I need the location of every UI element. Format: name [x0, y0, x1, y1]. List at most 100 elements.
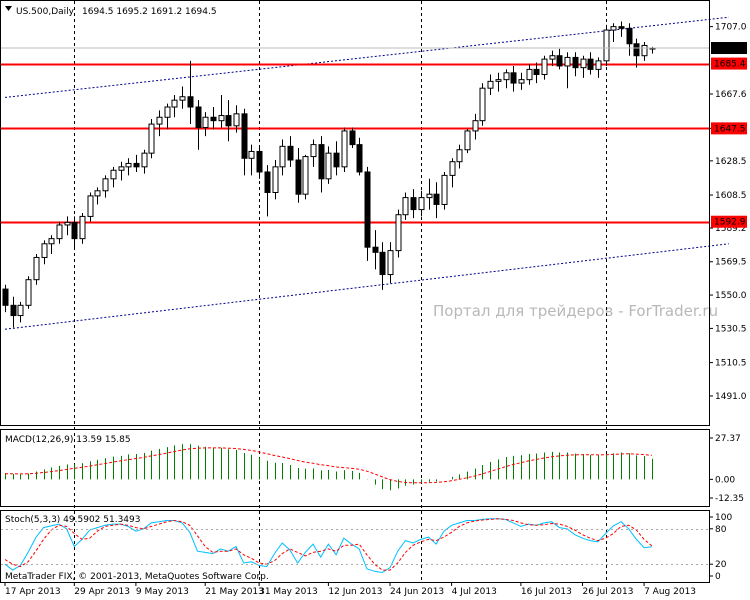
candle [148, 118, 155, 159]
candle [56, 221, 63, 244]
triangle-down-icon [5, 6, 12, 11]
candle [349, 127, 356, 149]
candle-body-bull [125, 162, 132, 168]
candle-body-bull [56, 224, 63, 240]
date-tick-label: 17 Apr 2013 [5, 587, 61, 597]
candle-body-bull [541, 58, 548, 76]
candle-body-bull [603, 29, 610, 62]
candle [549, 50, 556, 66]
candle [71, 216, 78, 249]
candle-body-bear [633, 43, 640, 57]
stoch-axis: 100 80 20 0 [1, 513, 732, 582]
candle [541, 55, 548, 80]
candle-body-bull [79, 215, 86, 240]
candle-body-bull [233, 113, 240, 127]
candle [248, 144, 255, 176]
candle-body-bull [141, 152, 148, 168]
chart-header: US.500,Daily 1694.5 1695.2 1691.2 1694.5 [5, 6, 217, 17]
candle [179, 86, 186, 109]
period-separators [74, 1, 607, 582]
candle-body-bull [472, 120, 479, 132]
candle-body-bull [610, 26, 617, 31]
candle-body-bear [533, 68, 540, 76]
candle [572, 52, 579, 77]
candle [395, 209, 402, 258]
candle-body-bull [341, 130, 348, 168]
candle-body-bear [356, 144, 363, 173]
level-price-tag: 1685.4 [711, 57, 747, 70]
candle-body-bull [456, 149, 463, 163]
macd-title: MACD(12,26,9) 13.59 15.85 [5, 435, 131, 445]
candle [171, 95, 178, 118]
macd-signal-line [5, 447, 652, 484]
candle-body-bull [102, 178, 109, 192]
level-tag-bg [711, 122, 747, 135]
candle [264, 165, 271, 217]
candle [626, 23, 633, 56]
candle-body-bear [287, 145, 294, 161]
candle [110, 166, 117, 188]
date-tick-label: 7 Aug 2013 [644, 587, 696, 597]
candle [210, 107, 217, 130]
candle-body-bull [218, 115, 225, 122]
candle [195, 100, 202, 150]
candle-body-bear [2, 288, 9, 306]
date-tick-label: 31 May 2013 [259, 587, 318, 597]
candle-body-bull [94, 190, 101, 197]
candle-body-bull [426, 193, 433, 199]
candle [495, 72, 502, 92]
candle [41, 240, 48, 265]
candle [94, 187, 101, 205]
stoch-main-line [4, 518, 652, 574]
candle-body-bear [264, 171, 271, 193]
candle [2, 284, 9, 313]
candle [33, 254, 40, 285]
candle [472, 113, 479, 140]
candle-body-bull [595, 60, 602, 70]
candle-body-bear [510, 72, 517, 84]
price-tick-label: 1707.0 [715, 23, 747, 33]
candle-body-bull [87, 195, 94, 217]
candle-body-bull [64, 221, 71, 226]
candle [325, 146, 332, 184]
stoch-tick-label: 20 [715, 560, 727, 570]
candle-body-bear [433, 193, 440, 205]
price-axis: 1707.0 1667.6 1647.5 1628.5 1608.5 1589.2 1569… [1, 23, 747, 402]
candle [118, 161, 125, 181]
candle [526, 64, 533, 85]
panel-frames [0, 0, 710, 583]
candle-body-bull [395, 214, 402, 252]
watermark-text: Портал для трейдеров - ForTrader.ru [433, 302, 718, 320]
candle-body-bull [518, 79, 525, 84]
candle [17, 301, 24, 323]
candle-body-bull [479, 87, 486, 122]
candle [225, 100, 232, 142]
candle [433, 182, 440, 219]
candle [449, 158, 456, 188]
date-tick-label: 4 Jul 2013 [452, 587, 497, 597]
level-tag-text: 1647.5 [714, 124, 746, 134]
candle-body-bear [10, 304, 17, 317]
candle [456, 144, 463, 169]
level-tag-text: 1685.4 [714, 60, 746, 70]
level-tag-bg [711, 215, 747, 228]
candle-body-bear [295, 159, 302, 195]
stoch-title: Stoch(5,3,3) 49.5902 51.3493 [5, 515, 140, 525]
candle [295, 148, 302, 203]
stoch-tick-label: 80 [715, 525, 727, 535]
candle-body-bear [372, 246, 379, 253]
candle-body-bull [272, 166, 279, 193]
candle [156, 110, 163, 137]
candle [556, 48, 563, 70]
candle [302, 154, 309, 200]
candle-body-bull [325, 152, 332, 180]
symbol-label: US.500,Daily [16, 7, 75, 17]
candle [372, 230, 379, 270]
candle [641, 42, 648, 61]
candle-body-bear [318, 144, 325, 180]
macd-tick-label: -12.35 [715, 494, 744, 504]
candle [79, 213, 86, 244]
price-tick-label: 1569.5 [715, 258, 747, 268]
